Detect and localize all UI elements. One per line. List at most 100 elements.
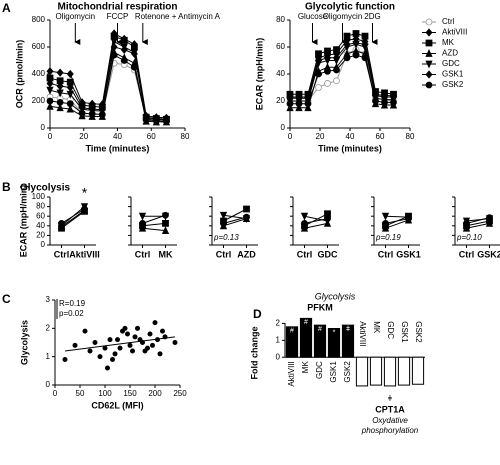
legend-marker (425, 60, 433, 69)
y-tick-label: 2 (276, 319, 281, 328)
significance: # (318, 326, 322, 333)
y-tick-label: 100 (32, 192, 46, 201)
marker (381, 99, 388, 106)
marker (333, 77, 340, 85)
annotation: Oligomycin (56, 12, 96, 21)
marker (324, 210, 331, 218)
marker (98, 111, 106, 118)
chart-title: Glycolytic function (305, 2, 395, 13)
y-tick-label: 20 (276, 96, 285, 105)
x-tick-label: 200 (148, 389, 162, 398)
point (102, 345, 108, 351)
x-tick-label: 20 (79, 132, 88, 141)
annotation: p=0.13 (213, 233, 239, 242)
point (145, 345, 150, 351)
category-label: AktiVIII (358, 321, 367, 346)
legend-label: Ctrl (442, 17, 455, 26)
point (110, 357, 115, 362)
category-label: GSK2 (343, 361, 352, 383)
x-tick-label: Ctrl (135, 249, 151, 259)
point (135, 325, 140, 331)
y-tick-label: 80 (276, 15, 285, 24)
annotation: Oligomycin (323, 12, 363, 21)
annotation: R=0.19 (59, 299, 86, 308)
marker (243, 205, 250, 213)
y-tick-label: 0 (41, 240, 46, 249)
x-axis-label: Time (minutes) (318, 143, 382, 153)
y-tick-label: 3 (46, 295, 51, 304)
marker (352, 51, 360, 59)
marker (404, 215, 413, 224)
x-tick-label: 60 (147, 132, 156, 141)
marker (46, 67, 54, 76)
series-line (304, 213, 328, 227)
marker (78, 98, 86, 107)
y-tick-label: 800 (32, 15, 46, 24)
legend-marker (425, 81, 433, 89)
marker (120, 34, 128, 44)
marker (163, 117, 170, 125)
y-tick-label: 200 (32, 96, 46, 105)
marker (324, 67, 331, 75)
point (117, 345, 123, 351)
legend-marker (425, 28, 433, 37)
marker (110, 29, 118, 38)
marker (390, 99, 397, 106)
marker (162, 220, 169, 227)
marker (88, 110, 96, 118)
marker (46, 101, 54, 110)
x-tick-label: Ctrl (216, 249, 232, 259)
legend-marker (425, 70, 433, 79)
x-tick-label: 150 (123, 389, 137, 398)
annotation: p=0.02 (59, 309, 84, 318)
x-axis-label: Time (minutes) (86, 143, 150, 153)
marker (333, 66, 340, 74)
point (150, 342, 155, 348)
significance: # (304, 319, 308, 326)
series-line (142, 222, 166, 227)
marker (361, 37, 369, 46)
marker (46, 86, 54, 95)
marker (46, 74, 54, 82)
y-tick-label: 600 (32, 42, 46, 51)
y-tick-label: 2 (46, 323, 51, 332)
x-tick-label: Ctrl (297, 249, 313, 259)
y-axis-label: Fold change (249, 326, 259, 379)
marker (220, 217, 227, 225)
point (92, 340, 98, 345)
series-line (466, 222, 490, 229)
marker (110, 51, 118, 59)
point (62, 357, 68, 362)
marker (138, 223, 147, 232)
x-tick-label: 80 (181, 132, 190, 141)
significance: ǂ (346, 326, 350, 333)
marker (361, 32, 369, 40)
series-line (61, 208, 85, 224)
y-tick-label: 40 (36, 221, 45, 230)
chart-title: Mitochondrial respiration (57, 2, 177, 13)
category-label: GSK2 (414, 321, 423, 343)
marker (324, 80, 331, 87)
marker (315, 70, 322, 78)
x-tick-label: GSK1 (396, 249, 421, 259)
marker (242, 214, 251, 222)
bar (313, 324, 327, 358)
marker (162, 211, 169, 219)
point (157, 351, 163, 357)
x-tick-label: AZD (237, 249, 256, 259)
marker (130, 63, 138, 71)
marker (56, 77, 64, 85)
y-tick-label: 0 (276, 352, 281, 361)
series-line (223, 216, 247, 224)
x-tick-label: 60 (376, 132, 385, 141)
y-tick-label: 0 (46, 380, 51, 389)
marker (314, 53, 323, 62)
series-line (304, 215, 328, 222)
bar (397, 356, 411, 386)
marker (56, 68, 64, 77)
point (172, 340, 178, 345)
point (130, 348, 135, 354)
y-tick-label: 60 (36, 211, 45, 220)
y-tick-label: 40 (276, 69, 285, 78)
